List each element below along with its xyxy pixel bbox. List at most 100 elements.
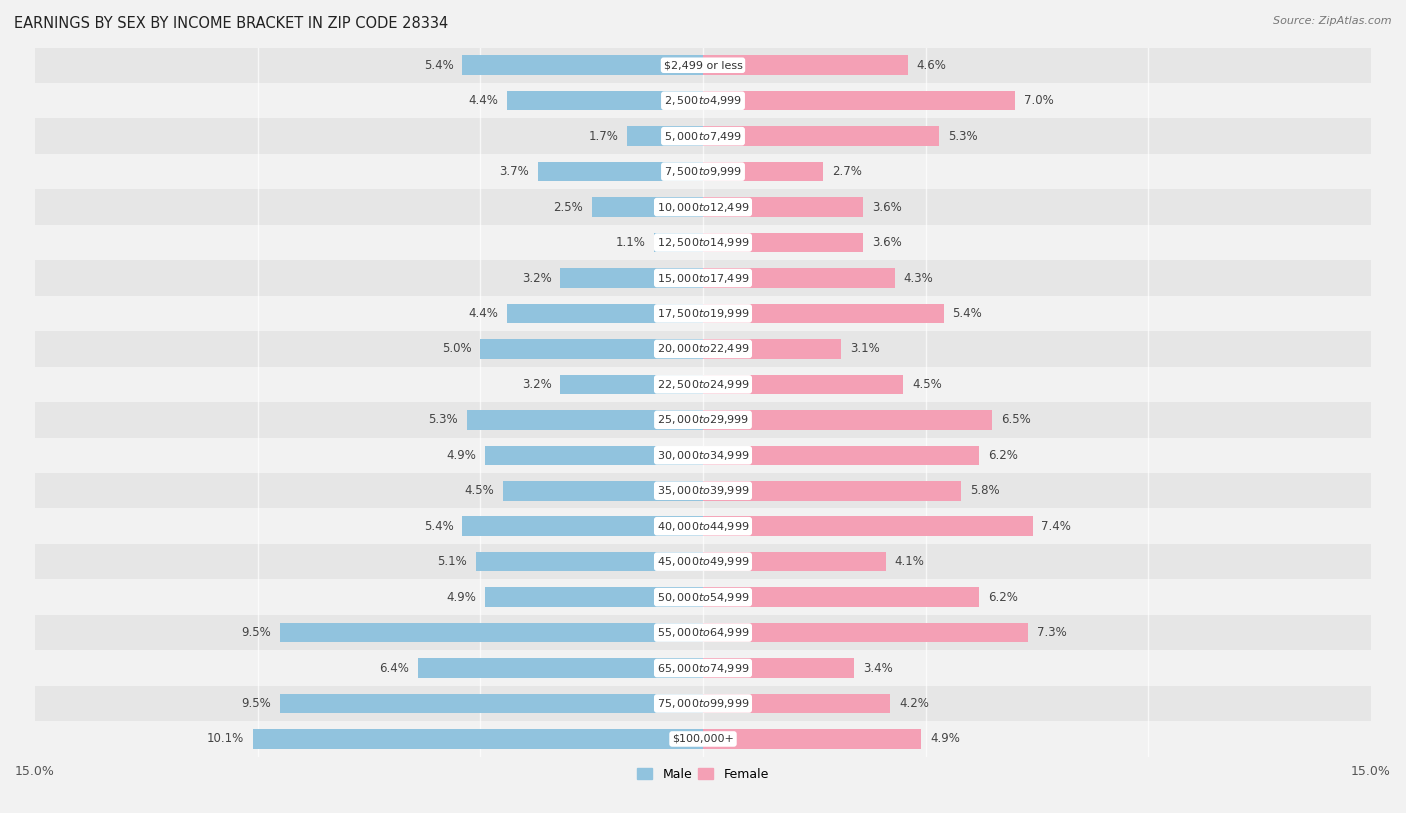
Bar — [703, 198, 863, 217]
Bar — [508, 304, 703, 324]
Text: 6.5%: 6.5% — [1001, 413, 1031, 426]
Text: $2,500 to $4,999: $2,500 to $4,999 — [664, 94, 742, 107]
Text: $2,499 or less: $2,499 or less — [664, 60, 742, 70]
Text: 4.4%: 4.4% — [468, 94, 498, 107]
Bar — [703, 375, 904, 394]
Text: $7,500 to $9,999: $7,500 to $9,999 — [664, 165, 742, 178]
Text: 5.4%: 5.4% — [952, 307, 983, 320]
Bar — [703, 446, 979, 465]
Bar — [35, 260, 1371, 296]
Bar — [35, 154, 1371, 189]
Text: 4.3%: 4.3% — [904, 272, 934, 285]
Text: $12,500 to $14,999: $12,500 to $14,999 — [657, 236, 749, 249]
Bar — [35, 437, 1371, 473]
Bar — [35, 580, 1371, 615]
Text: 5.4%: 5.4% — [423, 59, 454, 72]
Bar — [561, 268, 703, 288]
Bar — [35, 296, 1371, 331]
Bar — [627, 126, 703, 146]
Text: 3.6%: 3.6% — [872, 236, 903, 249]
Text: $50,000 to $54,999: $50,000 to $54,999 — [657, 590, 749, 603]
Bar — [592, 198, 703, 217]
Text: 1.1%: 1.1% — [616, 236, 645, 249]
Text: 2.7%: 2.7% — [832, 165, 862, 178]
Bar — [463, 516, 703, 536]
Text: 7.4%: 7.4% — [1042, 520, 1071, 533]
Bar — [418, 659, 703, 678]
Bar — [481, 339, 703, 359]
Bar — [35, 544, 1371, 580]
Text: Source: ZipAtlas.com: Source: ZipAtlas.com — [1274, 16, 1392, 26]
Text: $17,500 to $19,999: $17,500 to $19,999 — [657, 307, 749, 320]
Bar — [463, 55, 703, 75]
Bar — [35, 119, 1371, 154]
Bar — [654, 233, 703, 252]
Bar — [703, 233, 863, 252]
Text: $10,000 to $12,499: $10,000 to $12,499 — [657, 201, 749, 214]
Text: $5,000 to $7,499: $5,000 to $7,499 — [664, 129, 742, 142]
Bar — [703, 55, 908, 75]
Bar — [475, 552, 703, 572]
Text: 6.2%: 6.2% — [988, 590, 1018, 603]
Text: 4.9%: 4.9% — [446, 590, 475, 603]
Text: $55,000 to $64,999: $55,000 to $64,999 — [657, 626, 749, 639]
Text: 5.3%: 5.3% — [429, 413, 458, 426]
Text: 5.4%: 5.4% — [423, 520, 454, 533]
Bar — [35, 367, 1371, 402]
Text: 3.2%: 3.2% — [522, 378, 551, 391]
Bar — [280, 693, 703, 713]
Bar — [35, 721, 1371, 757]
Bar — [35, 508, 1371, 544]
Bar — [280, 623, 703, 642]
Text: 4.5%: 4.5% — [912, 378, 942, 391]
Bar — [703, 481, 962, 501]
Text: 4.2%: 4.2% — [898, 697, 929, 710]
Text: 4.5%: 4.5% — [464, 485, 494, 498]
Bar — [703, 623, 1028, 642]
Text: $22,500 to $24,999: $22,500 to $24,999 — [657, 378, 749, 391]
Bar — [538, 162, 703, 181]
Text: $40,000 to $44,999: $40,000 to $44,999 — [657, 520, 749, 533]
Text: 5.1%: 5.1% — [437, 555, 467, 568]
Bar — [703, 410, 993, 429]
Bar — [703, 91, 1015, 111]
Bar — [703, 552, 886, 572]
Text: 5.3%: 5.3% — [948, 129, 977, 142]
Bar — [703, 304, 943, 324]
Bar — [703, 587, 979, 606]
Legend: Male, Female: Male, Female — [633, 763, 773, 786]
Text: 3.4%: 3.4% — [863, 662, 893, 675]
Bar — [485, 587, 703, 606]
Bar — [508, 91, 703, 111]
Bar — [703, 268, 894, 288]
Bar — [703, 162, 824, 181]
Text: $30,000 to $34,999: $30,000 to $34,999 — [657, 449, 749, 462]
Bar — [35, 225, 1371, 260]
Bar — [467, 410, 703, 429]
Bar — [35, 83, 1371, 119]
Bar — [35, 473, 1371, 508]
Text: EARNINGS BY SEX BY INCOME BRACKET IN ZIP CODE 28334: EARNINGS BY SEX BY INCOME BRACKET IN ZIP… — [14, 16, 449, 31]
Bar — [35, 650, 1371, 686]
Text: 2.5%: 2.5% — [553, 201, 582, 214]
Text: 3.7%: 3.7% — [499, 165, 529, 178]
Text: $75,000 to $99,999: $75,000 to $99,999 — [657, 697, 749, 710]
Text: 7.0%: 7.0% — [1024, 94, 1053, 107]
Text: $45,000 to $49,999: $45,000 to $49,999 — [657, 555, 749, 568]
Bar — [703, 693, 890, 713]
Text: 4.6%: 4.6% — [917, 59, 946, 72]
Text: 4.9%: 4.9% — [446, 449, 475, 462]
Bar — [35, 686, 1371, 721]
Text: 10.1%: 10.1% — [207, 733, 245, 746]
Text: 9.5%: 9.5% — [242, 697, 271, 710]
Bar — [703, 729, 921, 749]
Bar — [703, 126, 939, 146]
Bar — [703, 339, 841, 359]
Text: 5.8%: 5.8% — [970, 485, 1000, 498]
Text: 9.5%: 9.5% — [242, 626, 271, 639]
Bar — [35, 615, 1371, 650]
Text: $20,000 to $22,499: $20,000 to $22,499 — [657, 342, 749, 355]
Text: 4.9%: 4.9% — [931, 733, 960, 746]
Bar — [561, 375, 703, 394]
Bar — [485, 446, 703, 465]
